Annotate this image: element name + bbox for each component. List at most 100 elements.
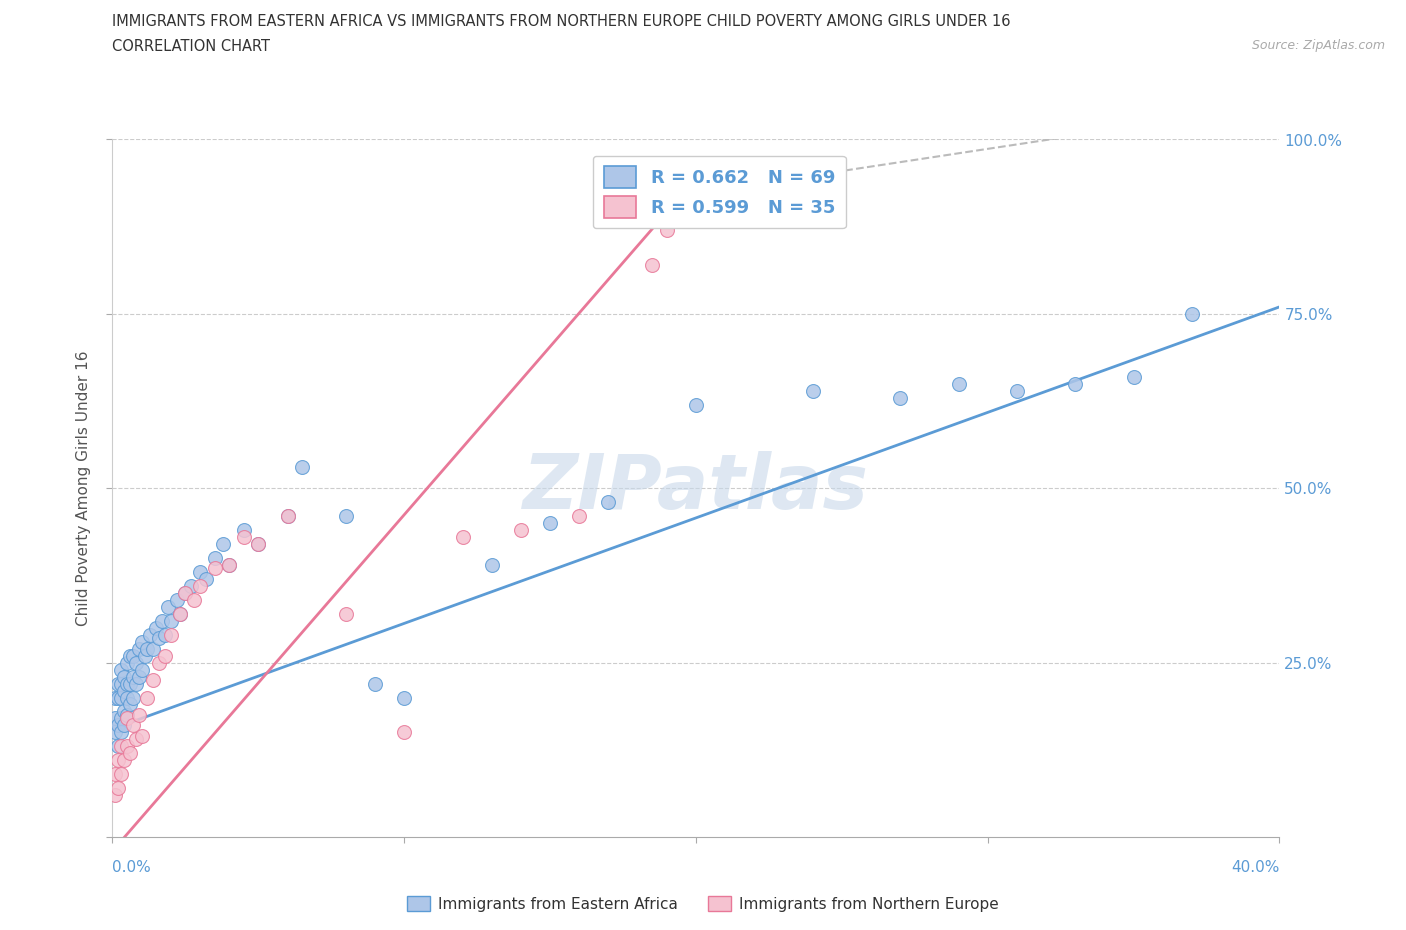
Point	[1181, 307, 1204, 322]
Point	[145, 620, 167, 635]
Point	[364, 676, 387, 691]
Point	[136, 690, 159, 705]
Point	[392, 690, 416, 705]
Point	[131, 662, 153, 677]
Point	[118, 746, 141, 761]
Text: 0.0%: 0.0%	[112, 860, 152, 875]
Point	[685, 397, 707, 412]
Point	[212, 537, 235, 551]
Point	[247, 537, 270, 551]
Point	[174, 586, 197, 601]
Point	[110, 690, 132, 705]
Point	[131, 728, 153, 743]
Point	[128, 670, 150, 684]
Point	[107, 753, 129, 768]
Point	[118, 676, 141, 691]
Point	[156, 600, 179, 615]
Point	[188, 565, 211, 579]
Text: ZIPatlas: ZIPatlas	[523, 451, 869, 525]
Point	[183, 592, 205, 607]
Point	[125, 676, 148, 691]
Point	[128, 708, 150, 723]
Point	[104, 690, 127, 705]
Point	[110, 738, 132, 753]
Point	[104, 766, 127, 781]
Point	[392, 725, 416, 740]
Point	[538, 515, 561, 530]
Point	[153, 648, 176, 663]
Point	[142, 672, 165, 687]
Point	[110, 711, 132, 725]
Point	[125, 732, 148, 747]
Point	[112, 718, 135, 733]
Point	[104, 711, 127, 725]
Point	[232, 530, 254, 545]
Point	[169, 606, 191, 621]
Legend: Immigrants from Eastern Africa, Immigrants from Northern Europe: Immigrants from Eastern Africa, Immigran…	[401, 889, 1005, 918]
Point	[232, 523, 254, 538]
Point	[174, 586, 197, 601]
Legend: R = 0.662   N = 69, R = 0.599   N = 35: R = 0.662 N = 69, R = 0.599 N = 35	[593, 155, 846, 229]
Point	[118, 648, 141, 663]
Text: CORRELATION CHART: CORRELATION CHART	[112, 39, 270, 54]
Point	[115, 676, 138, 691]
Text: IMMIGRANTS FROM EASTERN AFRICA VS IMMIGRANTS FROM NORTHERN EUROPE CHILD POVERTY : IMMIGRANTS FROM EASTERN AFRICA VS IMMIGR…	[112, 14, 1011, 29]
Point	[641, 258, 664, 272]
Point	[160, 614, 183, 629]
Y-axis label: Child Poverty Among Girls Under 16: Child Poverty Among Girls Under 16	[76, 351, 91, 626]
Point	[276, 509, 298, 524]
Point	[481, 558, 503, 573]
Point	[134, 648, 156, 663]
Point	[291, 460, 314, 474]
Point	[247, 537, 270, 551]
Point	[104, 725, 127, 740]
Point	[110, 725, 132, 740]
Point	[148, 631, 170, 645]
Point	[889, 391, 911, 405]
Point	[112, 670, 135, 684]
Point	[801, 383, 824, 398]
Point	[148, 656, 170, 671]
Point	[115, 656, 138, 671]
Point	[509, 523, 531, 538]
Point	[335, 606, 357, 621]
Point	[169, 606, 191, 621]
Point	[142, 642, 165, 657]
Point	[1064, 376, 1087, 391]
Point	[112, 704, 135, 719]
Point	[118, 698, 141, 712]
Point	[948, 376, 970, 391]
Point	[107, 718, 129, 733]
Point	[1005, 383, 1028, 398]
Point	[153, 628, 176, 643]
Point	[139, 628, 162, 643]
Point	[110, 766, 132, 781]
Point	[276, 509, 298, 524]
Point	[166, 592, 188, 607]
Point	[568, 509, 591, 524]
Point	[122, 648, 145, 663]
Point	[115, 708, 138, 723]
Point	[160, 628, 183, 643]
Point	[107, 690, 129, 705]
Text: Source: ZipAtlas.com: Source: ZipAtlas.com	[1251, 39, 1385, 52]
Point	[194, 571, 217, 587]
Point	[115, 738, 138, 753]
Point	[112, 753, 135, 768]
Point	[110, 676, 132, 691]
Point	[204, 561, 226, 576]
Text: 40.0%: 40.0%	[1232, 860, 1279, 875]
Point	[136, 642, 159, 657]
Point	[107, 676, 129, 691]
Point	[107, 738, 129, 753]
Point	[104, 788, 127, 803]
Point	[451, 530, 474, 545]
Point	[150, 614, 173, 629]
Point	[115, 690, 138, 705]
Point	[204, 551, 226, 565]
Point	[218, 558, 240, 573]
Point	[125, 656, 148, 671]
Point	[335, 509, 357, 524]
Point	[655, 223, 678, 238]
Point	[128, 642, 150, 657]
